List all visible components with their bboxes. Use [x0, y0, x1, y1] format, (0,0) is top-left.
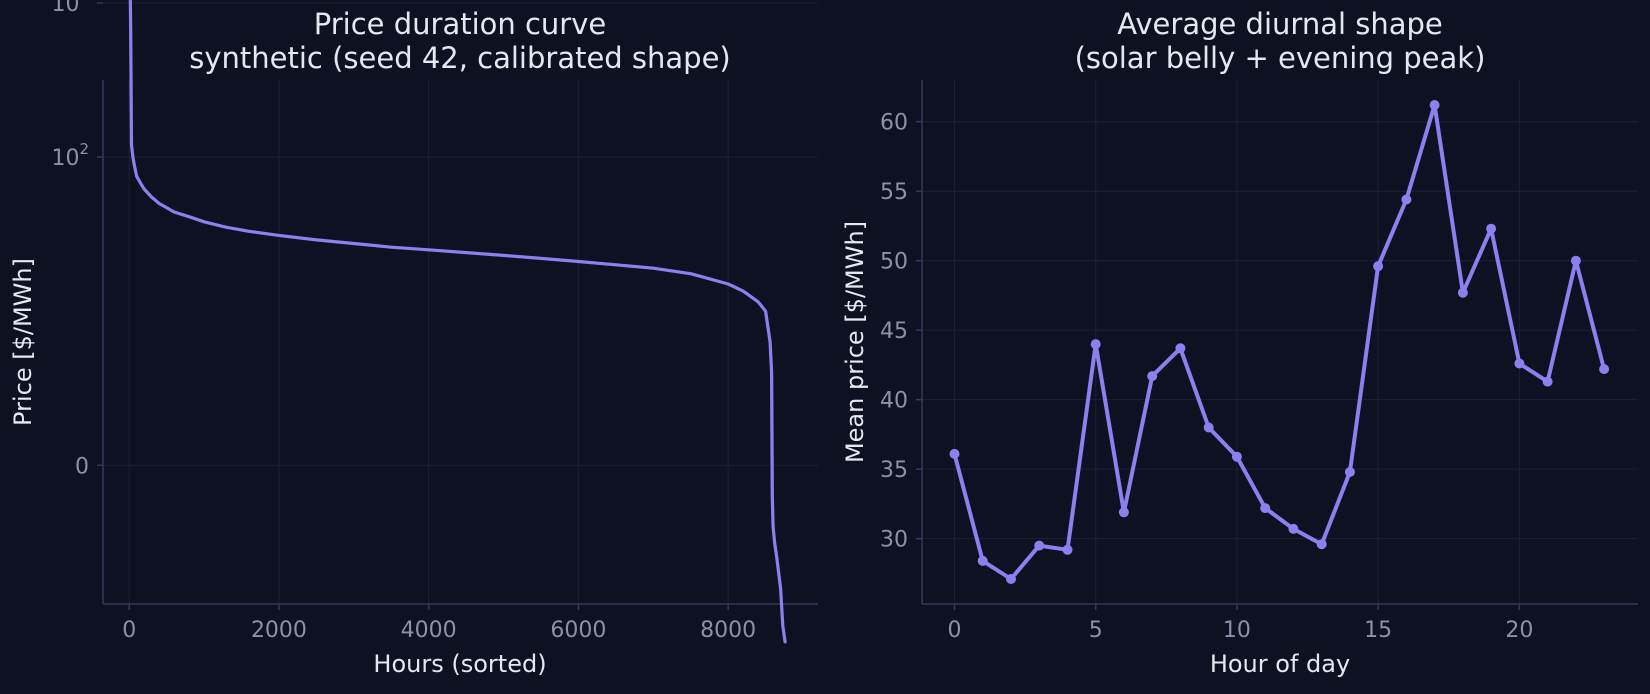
diurnal-shape-x-tick-label: 20 — [1505, 618, 1533, 643]
duration-curve-x-tick-label: 0 — [122, 618, 136, 643]
diurnal-shape-point — [1344, 467, 1355, 477]
diurnal-shape-point — [1062, 544, 1073, 555]
diurnal-shape-point — [1203, 422, 1214, 433]
diurnal-shape-point — [1542, 376, 1553, 387]
diurnal-shape-y-tick-label: 30 — [880, 528, 908, 553]
diurnal-shape-point — [1316, 539, 1327, 550]
duration-curve-y-label: Price [$/MWh] — [9, 258, 37, 426]
duration-curve-x-tick-label: 6000 — [550, 618, 606, 643]
diurnal-shape-point — [1599, 364, 1610, 375]
diurnal-shape-point — [1401, 194, 1412, 205]
duration-curve-x-tick-label: 4000 — [401, 618, 457, 643]
diurnal-shape-point — [1118, 507, 1129, 518]
diurnal-shape-point — [949, 448, 960, 459]
diurnal-shape-subtitle: (solar belly + evening peak) — [1075, 41, 1486, 75]
duration-curve-y-tick-label: 103 — [51, 0, 89, 17]
duration-curve-y-tick-label: 102 — [51, 140, 89, 171]
duration-curve-y-ticks: 0 102 103 — [51, 0, 103, 479]
diurnal-shape-point — [1429, 100, 1440, 110]
diurnal-shape-y-tick-label: 35 — [880, 458, 908, 483]
diurnal-shape-point — [1231, 451, 1242, 462]
diurnal-shape-x-tick-label: 15 — [1364, 618, 1392, 643]
diurnal-shape-x-label: Hour of day — [1210, 650, 1350, 678]
duration-curve-x-ticks: 0 2000 4000 6000 8000 — [122, 604, 756, 643]
duration-curve-panel: Price duration curve synthetic (seed 42,… — [9, 0, 818, 678]
duration-curve-x-label: Hours (sorted) — [373, 650, 546, 678]
duration-curve-title: Price duration curve — [314, 7, 606, 41]
diurnal-shape-point — [1034, 540, 1045, 551]
diurnal-shape-x-tick-label: 10 — [1223, 618, 1251, 643]
diurnal-shape-point — [1006, 574, 1016, 584]
duration-curve-series — [128, 0, 787, 644]
diurnal-shape-y-tick-label: 45 — [880, 319, 908, 344]
duration-curve-line — [128, 0, 787, 644]
diurnal-shape-y-tick-label: 55 — [880, 180, 908, 205]
diurnal-shape-y-ticks: 30 35 40 45 50 55 60 — [880, 111, 922, 553]
diurnal-shape-title: Average diurnal shape — [1117, 7, 1443, 41]
diurnal-shape-point — [1147, 371, 1158, 382]
diurnal-shape-point — [1288, 523, 1299, 534]
diurnal-shape-point — [1514, 358, 1525, 369]
duration-curve-subtitle: synthetic (seed 42, calibrated shape) — [189, 41, 731, 75]
diurnal-shape-series — [949, 100, 1610, 584]
duration-curve-y-tick-label: 0 — [75, 454, 89, 479]
duration-curve-x-tick-label: 8000 — [700, 618, 756, 643]
diurnal-shape-x-tick-label: 0 — [947, 618, 961, 643]
duration-curve-grid — [103, 2, 818, 604]
diurnal-shape-grid — [922, 80, 1638, 604]
diurnal-shape-point — [1090, 339, 1101, 350]
diurnal-shape-point — [1175, 343, 1186, 354]
diurnal-shape-point — [1373, 261, 1384, 272]
diurnal-shape-point — [1486, 223, 1497, 234]
diurnal-shape-point — [1260, 503, 1271, 514]
diurnal-shape-y-tick-label: 60 — [880, 111, 908, 136]
diurnal-shape-x-tick-label: 5 — [1089, 618, 1103, 643]
diurnal-shape-y-tick-label: 50 — [880, 250, 908, 275]
diurnal-shape-panel: Average diurnal shape (solar belly + eve… — [841, 7, 1638, 678]
diurnal-shape-point — [1570, 255, 1581, 266]
diurnal-shape-y-tick-label: 40 — [880, 389, 908, 414]
diurnal-shape-y-label: Mean price [$/MWh] — [841, 221, 869, 463]
duration-curve-x-tick-label: 2000 — [251, 618, 307, 643]
diurnal-shape-point — [977, 555, 988, 566]
diurnal-shape-x-ticks: 0 5 10 15 20 — [947, 604, 1533, 643]
diurnal-shape-point — [1457, 287, 1468, 298]
